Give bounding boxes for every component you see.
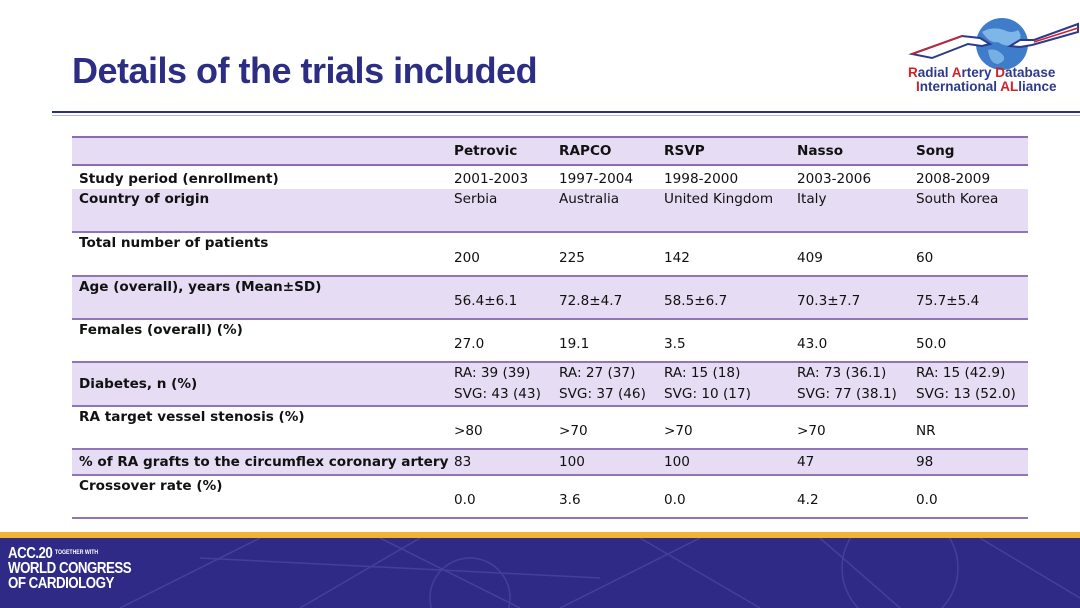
table-cell: 72.8±4.7 (559, 293, 623, 309)
table-cell: 409 (797, 250, 823, 266)
radar-logo: Radial Artery Database International ALl… (902, 14, 1080, 98)
table-cell: 27.0 (454, 336, 485, 352)
table-cell: RA: 73 (36.1) SVG: 77 (38.1) (790, 362, 909, 406)
table-cell: 2008-2009 (916, 171, 991, 187)
table-row-females: Females (overall) (%) 27.0 19.1 3.5 43.0… (72, 319, 1028, 362)
table-cell: 142 (664, 250, 690, 266)
row-label: Study period (enrollment) (79, 171, 279, 187)
table-cell: Serbia (454, 191, 498, 207)
header-petrovic: Petrovic (454, 142, 518, 159)
table-cell: 83 (454, 453, 472, 470)
footer-brand-line1: ACC.20 (8, 545, 53, 562)
footer-band (0, 538, 1080, 608)
svg-value: SVG: 10 (17) (664, 386, 751, 402)
table-cell: Australia (559, 191, 620, 207)
table-row-study-period: Study period (enrollment) 2001-2003 1997… (72, 165, 1028, 189)
svg-value: SVG: 77 (38.1) (797, 386, 897, 402)
title-rule (52, 111, 1080, 113)
ra-value: RA: 15 (18) (664, 365, 741, 381)
table-cell: 3.5 (664, 336, 686, 352)
ra-value: RA: 27 (37) (559, 365, 636, 381)
row-label: Crossover rate (%) (79, 478, 223, 494)
row-label: Age (overall), years (Mean±SD) (79, 279, 322, 295)
row-label: % of RA grafts to the circumflex coronar… (79, 453, 449, 470)
table-cell: 225 (559, 250, 585, 266)
table-cell: >70 (797, 423, 826, 439)
table-row-circumflex: % of RA grafts to the circumflex coronar… (72, 449, 1028, 475)
table-cell: 2001-2003 (454, 171, 529, 187)
table-cell: >70 (664, 423, 693, 439)
table-cell: 0.0 (916, 492, 938, 508)
table-row-stenosis: RA target vessel stenosis (%) >80 >70 >7… (72, 406, 1028, 449)
table-cell: RA: 15 (42.9) SVG: 13 (52.0) (909, 362, 1028, 406)
table-cell: 100 (664, 453, 690, 470)
footer-accent-stripe (0, 532, 1080, 540)
logo-text-line1: Radial Artery Database (908, 65, 1056, 80)
table-cell: 98 (916, 453, 934, 470)
table-cell: 200 (454, 250, 480, 266)
table-header-row: Petrovic RAPCO RSVP Nasso Song (72, 137, 1028, 165)
row-label: Total number of patients (79, 235, 269, 251)
slide-title: Details of the trials included (72, 50, 538, 91)
row-label: RA target vessel stenosis (%) (79, 409, 305, 425)
table-cell: 1997-2004 (559, 171, 634, 187)
header-label-column (72, 137, 447, 165)
header-song: Song (916, 142, 955, 159)
footer-brand-line3: OF CARDIOLOGY (8, 575, 114, 593)
table-cell: 2003-2006 (797, 171, 872, 187)
table-row-country: Country of origin Serbia Australia Unite… (72, 189, 1028, 232)
table-cell: 3.6 (559, 492, 581, 508)
table-cell: South Korea (916, 191, 999, 207)
svg-value: SVG: 13 (52.0) (916, 386, 1016, 402)
footer-brand-tagline: TOGETHER WITH (54, 550, 99, 557)
row-label: Females (overall) (%) (79, 322, 243, 338)
table-cell: NR (916, 423, 936, 439)
ra-value: RA: 73 (36.1) (797, 365, 887, 381)
header-rapco: RAPCO (559, 142, 612, 159)
table-cell: 60 (916, 250, 934, 266)
footer-pattern-icon (119, 538, 1080, 608)
table-row-diabetes: Diabetes, n (%) RA: 39 (39) SVG: 43 (43) … (72, 362, 1028, 406)
footer-brand-line2: WORLD CONGRESS (8, 560, 132, 578)
table-cell: RA: 15 (18) SVG: 10 (17) (657, 362, 790, 406)
header-nasso: Nasso (797, 142, 844, 159)
table-cell: Italy (797, 191, 827, 207)
table-cell: 50.0 (916, 336, 947, 352)
table-cell: RA: 27 (37) SVG: 37 (46) (552, 362, 657, 406)
ra-value: RA: 15 (42.9) (916, 365, 1006, 381)
table-row-crossover: Crossover rate (%) 0.0 3.6 0.0 4.2 0.0 (72, 475, 1028, 518)
table-cell: 56.4±6.1 (454, 293, 518, 309)
table-cell: 43.0 (797, 336, 828, 352)
table-cell: 4.2 (797, 492, 819, 508)
table-row-total-patients: Total number of patients 200 225 142 409… (72, 232, 1028, 276)
table-cell: 58.5±6.7 (664, 293, 728, 309)
row-label: Diabetes, n (%) (79, 375, 198, 392)
svg-value: SVG: 43 (43) (454, 386, 541, 402)
table-cell: RA: 39 (39) SVG: 43 (43) (447, 362, 552, 406)
table-cell: >80 (454, 423, 483, 439)
table-cell: 100 (559, 453, 585, 470)
row-label: Country of origin (79, 191, 210, 207)
table-cell: 0.0 (454, 492, 476, 508)
table-cell: 0.0 (664, 492, 686, 508)
table-cell: 19.1 (559, 336, 590, 352)
title-rule-secondary (52, 115, 1080, 116)
table-cell: United Kingdom (664, 191, 774, 207)
acc-wcc-logo: ACC.20 TOGETHER WITH WORLD CONGRESS OF CA… (8, 545, 132, 593)
table-cell: >70 (559, 423, 588, 439)
table-cell: 47 (797, 453, 815, 470)
table-cell: 70.3±7.7 (797, 293, 861, 309)
ra-value: RA: 39 (39) (454, 365, 531, 381)
logo-text-line2: International ALliance (916, 79, 1057, 94)
trials-table: Petrovic RAPCO RSVP Nasso Song Study per… (72, 136, 1028, 519)
globe-hands-icon (908, 18, 1079, 70)
table-row-age: Age (overall), years (Mean±SD) 56.4±6.1 … (72, 276, 1028, 319)
table-cell: 75.7±5.4 (916, 293, 980, 309)
table-cell: 1998-2000 (664, 171, 739, 187)
svg-value: SVG: 37 (46) (559, 386, 646, 402)
header-rsvp: RSVP (664, 142, 705, 159)
